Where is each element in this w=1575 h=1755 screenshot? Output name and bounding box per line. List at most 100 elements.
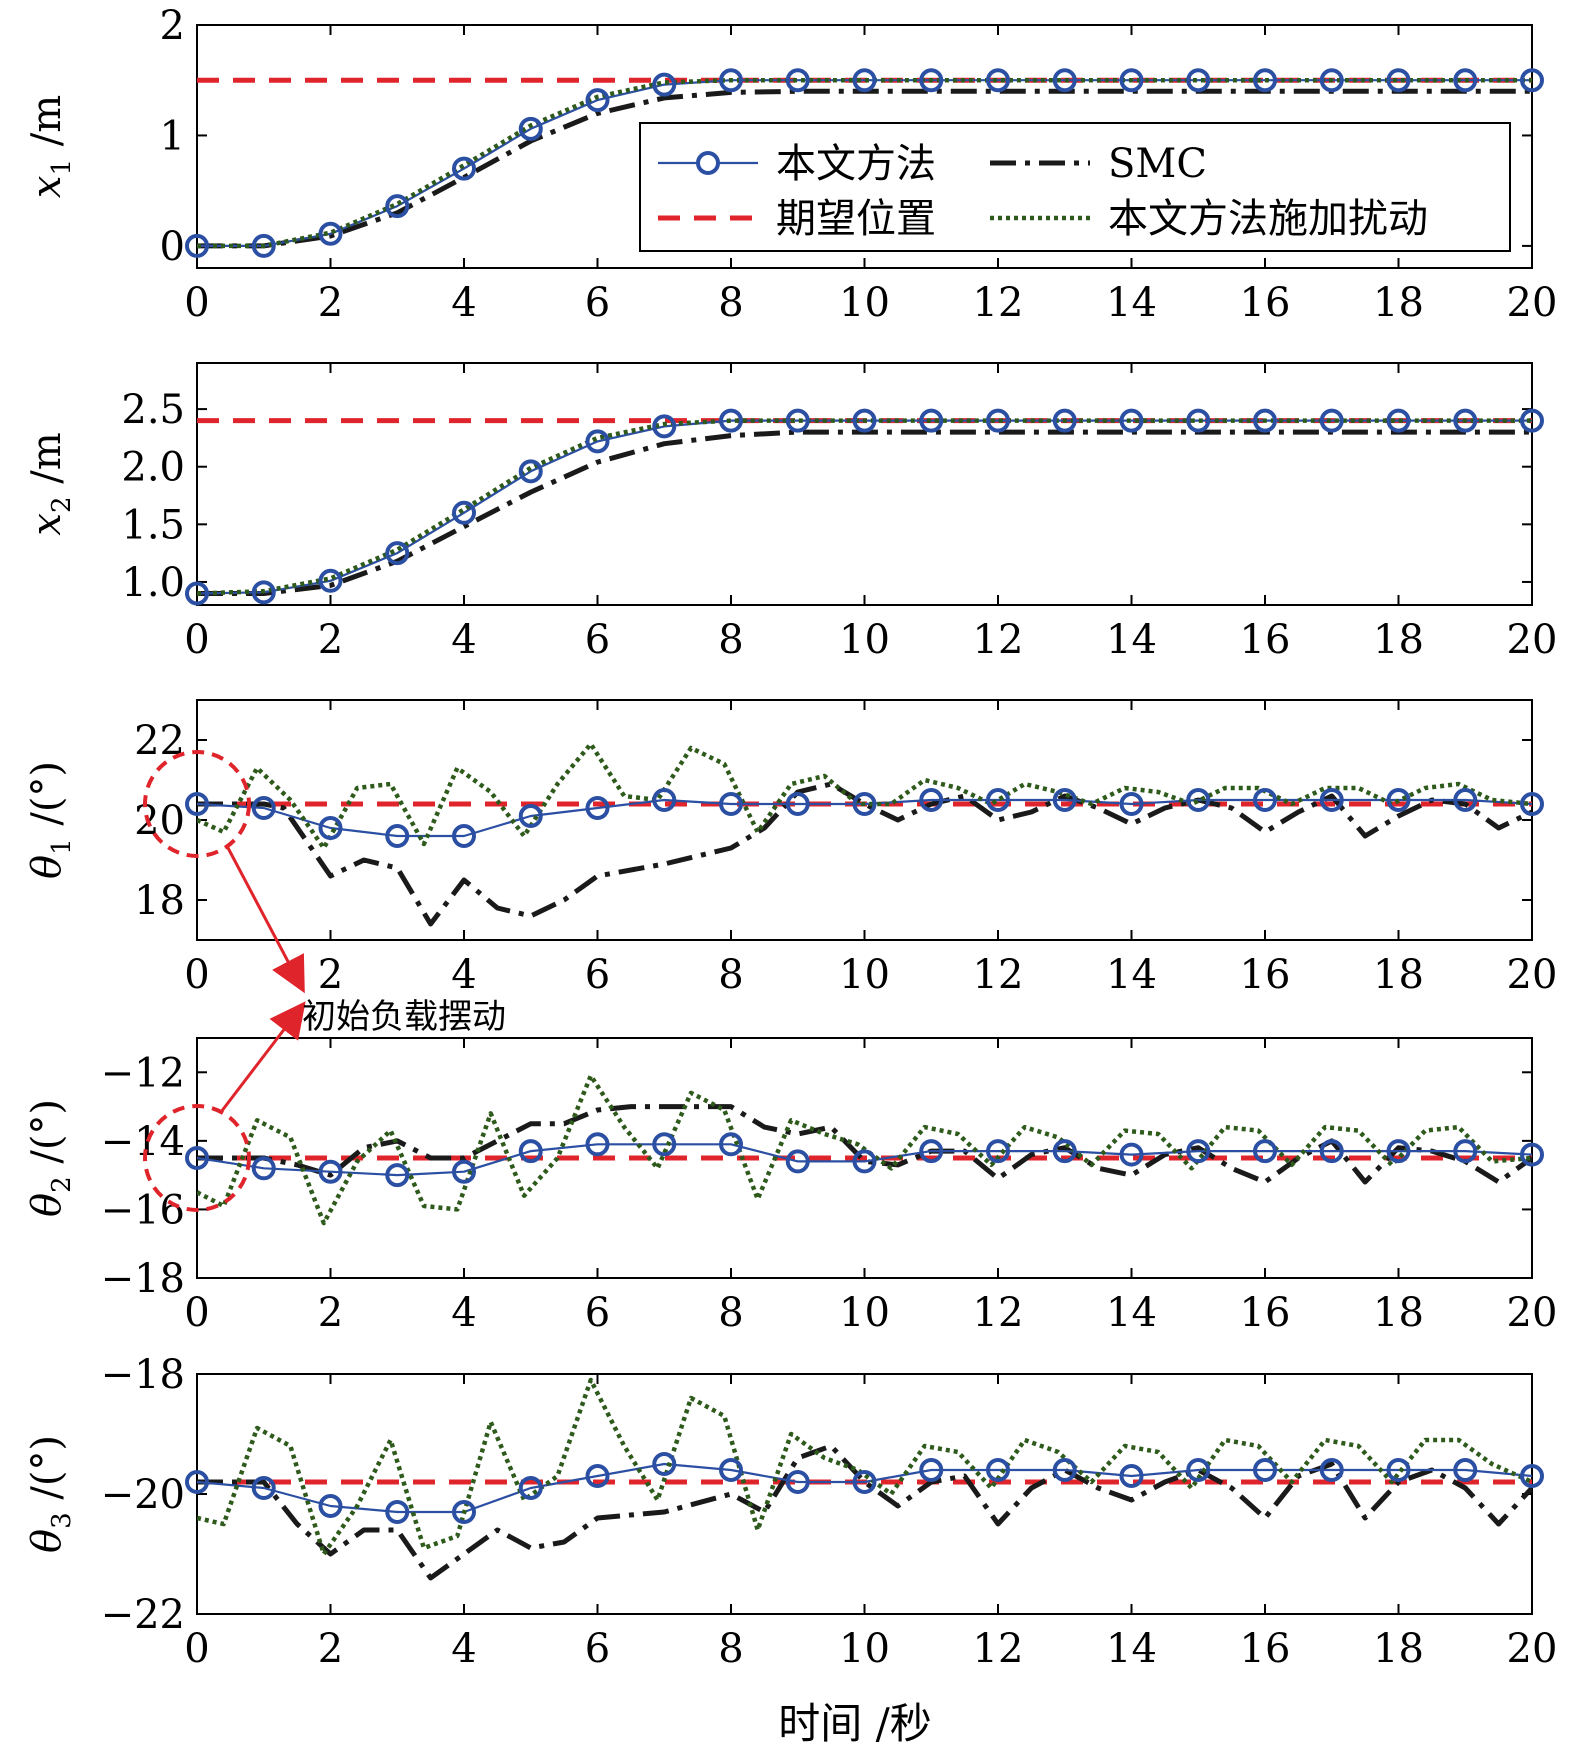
plot-frame — [196, 699, 1533, 941]
data-point-proposed — [1052, 68, 1077, 93]
x-tick-label: 16 — [1240, 1290, 1291, 1336]
x-tick-label: 12 — [973, 280, 1024, 326]
data-point-proposed — [585, 796, 610, 820]
data-point-proposed — [652, 414, 677, 439]
data-point-proposed — [1319, 408, 1344, 433]
data-point-proposed — [1453, 1458, 1478, 1482]
series-line-disturbed — [197, 418, 1532, 596]
data-point-proposed — [385, 194, 410, 219]
data-point-proposed — [785, 1470, 810, 1494]
x-tick-label: 20 — [1507, 617, 1558, 663]
y-tick-label: 1.0 — [121, 560, 185, 606]
x-tick-label: 8 — [718, 1290, 743, 1336]
y-tick-label: −18 — [101, 1256, 185, 1302]
data-point-proposed — [1520, 1142, 1544, 1167]
x-tick-label: 6 — [585, 617, 610, 663]
data-point-proposed — [852, 68, 877, 93]
data-point-proposed — [251, 1476, 276, 1500]
series-line-smc — [197, 781, 1532, 927]
data-point-proposed — [1253, 1458, 1277, 1482]
data-point-proposed — [1453, 68, 1478, 93]
x-tick-label: 14 — [1106, 617, 1157, 663]
data-point-proposed — [1052, 408, 1077, 433]
data-point-proposed — [251, 580, 276, 605]
data-point-proposed — [919, 408, 944, 433]
data-point-proposed — [1453, 788, 1478, 812]
series-line-proposed — [197, 419, 1532, 595]
x-tick-label: 18 — [1373, 1626, 1424, 1672]
data-point-proposed — [652, 1132, 677, 1157]
data-point-proposed — [1319, 788, 1344, 812]
data-point-proposed — [452, 156, 476, 181]
legend: 本文方法 SMC 期望位置 本文方法施加扰动 — [639, 122, 1511, 252]
x-tick-label: 4 — [451, 952, 476, 998]
panel-theta3: 0 2 4 6 8 10 12 14 16 18 20 −22 −20 −18 θ3 /(°) — [24, 1352, 1557, 1672]
data-point-proposed — [1520, 792, 1544, 816]
x-tick-label: 12 — [973, 617, 1024, 663]
x-tick-label: 4 — [451, 1626, 476, 1672]
x-tick-label: 6 — [585, 952, 610, 998]
series-line-disturbed — [197, 741, 1532, 851]
x-tick-label: 10 — [839, 1626, 890, 1672]
data-point-proposed — [385, 541, 410, 566]
data-point-proposed — [652, 788, 677, 812]
x-tick-label: 4 — [451, 1290, 476, 1336]
series-line-smc — [197, 1443, 1532, 1581]
x-tick-label: 6 — [585, 280, 610, 326]
x-tick-label: 18 — [1373, 1290, 1424, 1336]
data-point-proposed — [785, 408, 810, 433]
data-point-proposed — [1253, 1139, 1277, 1164]
data-point-proposed — [318, 1494, 343, 1518]
panel-x2: 0 2 4 6 8 10 12 14 16 18 20 1.0 1.5 2.0 2.5 x2 /m — [24, 362, 1558, 663]
data-point-proposed — [1319, 1139, 1344, 1164]
x-tick-label: 12 — [973, 952, 1024, 998]
data-point-proposed — [1052, 788, 1077, 812]
data-point-proposed — [385, 1500, 410, 1524]
data-point-proposed — [1386, 1139, 1411, 1164]
x-tick-label: 2 — [318, 952, 343, 998]
data-point-proposed — [1386, 788, 1411, 812]
data-point-proposed — [585, 429, 610, 454]
x-tick-label: 12 — [973, 1290, 1024, 1336]
y-tick-label: 20 — [134, 798, 185, 844]
data-point-proposed — [185, 792, 209, 816]
data-point-proposed — [1052, 1458, 1077, 1482]
data-point-proposed — [385, 1163, 410, 1188]
data-point-proposed — [1119, 1464, 1144, 1488]
x-tick-label: 14 — [1106, 1290, 1157, 1336]
x-tick-label: 10 — [839, 617, 890, 663]
data-point-proposed — [919, 788, 944, 812]
y-axis-label-theta1: θ1 /(°) — [24, 761, 77, 879]
data-point-proposed — [986, 68, 1010, 93]
x-tick-label: 20 — [1507, 1290, 1558, 1336]
legend-label-disturbed: 本文方法施加扰动 — [1108, 196, 1428, 242]
data-point-proposed — [1253, 408, 1277, 433]
data-point-proposed — [719, 792, 743, 816]
x-tick-label: 0 — [184, 617, 209, 663]
series-line-proposed — [197, 1143, 1532, 1177]
data-point-proposed — [986, 1458, 1010, 1482]
plot-frame — [196, 362, 1533, 606]
data-point-proposed — [518, 1139, 543, 1164]
x-tick-label: 6 — [585, 1626, 610, 1672]
y-tick-label: −14 — [101, 1119, 185, 1165]
data-point-proposed — [1520, 68, 1544, 93]
data-point-proposed — [1453, 408, 1478, 433]
data-point-proposed — [1119, 792, 1144, 816]
x-tick-label: 10 — [839, 1290, 890, 1336]
data-point-proposed — [518, 804, 543, 828]
annotation-text: 初始负载摆动 — [302, 997, 506, 1037]
x-tick-label: 10 — [839, 280, 890, 326]
legend-box — [639, 122, 1511, 252]
data-point-proposed — [1453, 1139, 1478, 1164]
data-point-proposed — [1319, 68, 1344, 93]
x-tick-label: 8 — [718, 1626, 743, 1672]
x-tick-label: 2 — [318, 1626, 343, 1672]
data-point-proposed — [1186, 788, 1211, 812]
data-point-proposed — [1319, 1458, 1344, 1482]
data-point-proposed — [1386, 68, 1411, 93]
x-tick-label: 4 — [451, 280, 476, 326]
data-point-proposed — [919, 1458, 944, 1482]
data-point-proposed — [1186, 1458, 1211, 1482]
data-point-proposed — [1253, 68, 1277, 93]
